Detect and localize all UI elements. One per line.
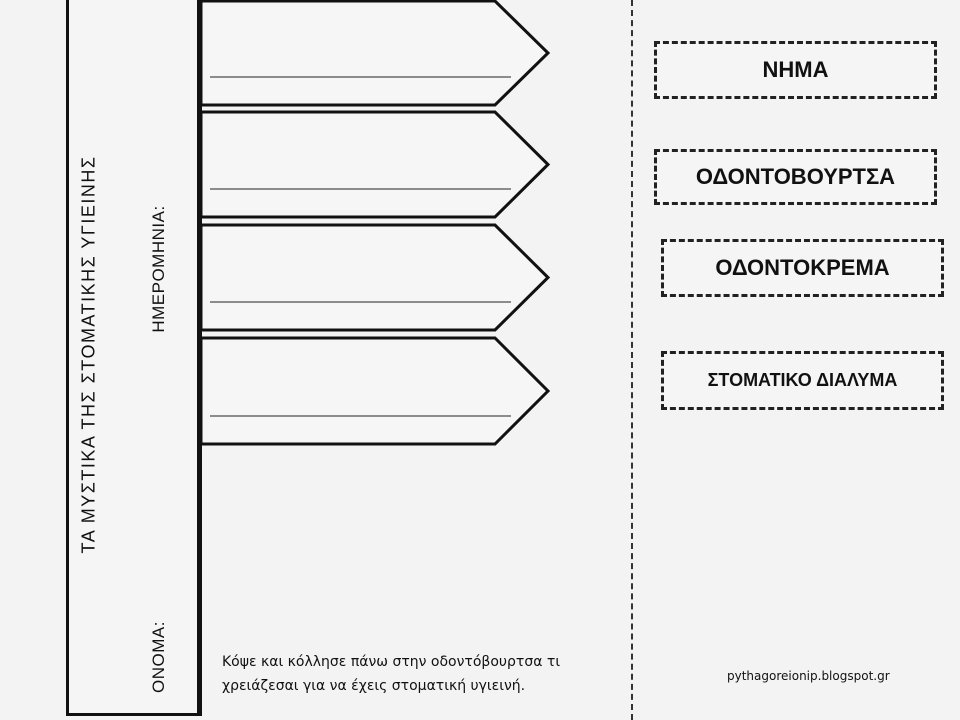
word-card-nima: ΝΗΜΑ bbox=[654, 41, 937, 99]
word-card-label: ΣΤΟΜΑΤΙΚΟ ΔΙΑΛΥΜΑ bbox=[707, 370, 898, 390]
word-card-label: ΟΔΟΝΤΟΚΡΕΜΑ bbox=[715, 255, 890, 280]
word-card-toothbrush: ΟΔΟΝΤΟΒΟΥΡΤΣΑ bbox=[654, 149, 937, 205]
arrow-card bbox=[199, 0, 551, 107]
instructions-line-1: Κόψε και κόλλησε πάνω στην οδοντόβουρτσα… bbox=[222, 654, 561, 670]
word-card-label: ΟΔΟΝΤΟΒΟΥΡΤΣΑ bbox=[695, 164, 896, 189]
credit-text: pythagoreionip.blogspot.gr bbox=[727, 669, 890, 683]
arrow-card bbox=[199, 336, 551, 446]
instructions: Κόψε και κόλλησε πάνω στην οδοντόβουρτσα… bbox=[222, 650, 560, 698]
word-card-label: ΝΗΜΑ bbox=[762, 57, 829, 82]
cut-line bbox=[631, 0, 633, 720]
word-card-mouthwash: ΣΤΟΜΑΤΙΚΟ ΔΙΑΛΥΜΑ bbox=[661, 351, 944, 410]
instructions-line-2: χρειάζεσαι για να έχεις στοματική υγιειν… bbox=[222, 678, 526, 694]
arrow-card bbox=[199, 223, 551, 332]
word-card-toothpaste: ΟΔΟΝΤΟΚΡΕΜΑ bbox=[661, 239, 944, 297]
arrow-card bbox=[199, 110, 551, 219]
